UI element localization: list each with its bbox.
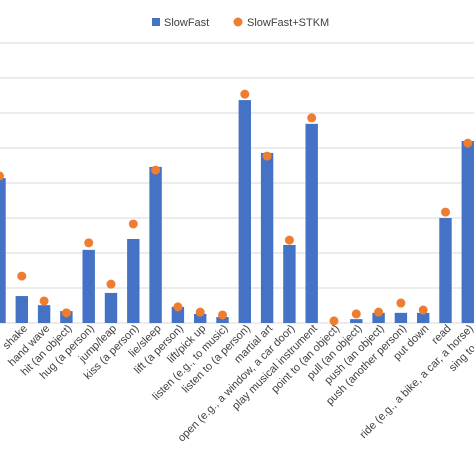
- bar: [305, 123, 318, 323]
- dot: [84, 238, 94, 248]
- dot: [307, 113, 317, 123]
- bar: [394, 312, 408, 323]
- dot: [240, 89, 250, 99]
- bar: [15, 296, 28, 323]
- bar: [127, 239, 140, 323]
- bar: [0, 178, 6, 323]
- dot: [61, 308, 71, 318]
- dot: [441, 207, 450, 217]
- bar: [171, 306, 185, 323]
- legend-swatch: [233, 17, 243, 27]
- bar: [283, 244, 296, 323]
- dot: [0, 171, 4, 181]
- dot: [106, 279, 116, 289]
- bar: [82, 249, 95, 323]
- bar: [461, 141, 474, 323]
- dot: [195, 307, 205, 317]
- bar: [216, 317, 229, 323]
- bar: [238, 100, 251, 324]
- dot: [128, 219, 138, 229]
- bar: [104, 292, 118, 323]
- legend-label: SlowFast+STKM: [247, 17, 329, 29]
- bar: [439, 218, 452, 323]
- dot: [396, 298, 406, 308]
- bar: [350, 319, 363, 323]
- legend-swatch: [152, 18, 160, 26]
- dot: [284, 235, 294, 245]
- dot: [218, 310, 227, 320]
- dot: [39, 296, 49, 306]
- dot: [262, 151, 272, 161]
- dot: [463, 138, 473, 148]
- bar: [194, 313, 207, 323]
- dot: [173, 302, 183, 312]
- bar: [149, 166, 162, 323]
- dot: [151, 165, 161, 175]
- dot: [418, 305, 428, 315]
- dot: [351, 309, 361, 319]
- bar: [260, 152, 274, 323]
- bar: [417, 312, 430, 323]
- bar: [37, 305, 51, 323]
- legend-label: SlowFast: [164, 17, 209, 29]
- bar: [372, 312, 385, 323]
- dot: [17, 271, 27, 281]
- dot: [329, 316, 339, 326]
- dot: [374, 307, 384, 317]
